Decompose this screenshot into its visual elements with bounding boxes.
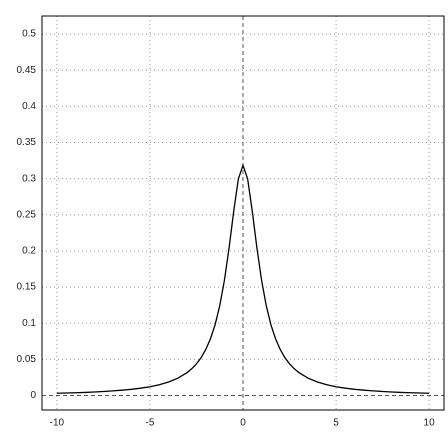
y-tick-label: 0.4 [22,101,36,112]
y-tick-label: 0.2 [22,246,36,257]
plot-frame [41,15,445,411]
y-tick-label: 0.05 [17,354,37,365]
y-tick-label: 0.1 [22,318,36,329]
y-tick-label: 0.5 [22,29,36,40]
x-tick-label: -5 [145,418,154,429]
x-tick-label: 0 [240,418,246,429]
y-tick-label: 0.45 [17,65,37,76]
line-series [56,163,430,394]
y-tick-label: 0.25 [17,209,37,220]
y-tick-label: 0.3 [22,173,36,184]
y-tick-label: 0.15 [17,282,37,293]
y-tick-label: 0.35 [17,137,37,148]
x-tick-label: -10 [50,418,65,429]
x-tick-label: 5 [333,418,339,429]
x-tick-label: 10 [424,418,436,429]
y-tick-label: 0 [30,390,36,401]
